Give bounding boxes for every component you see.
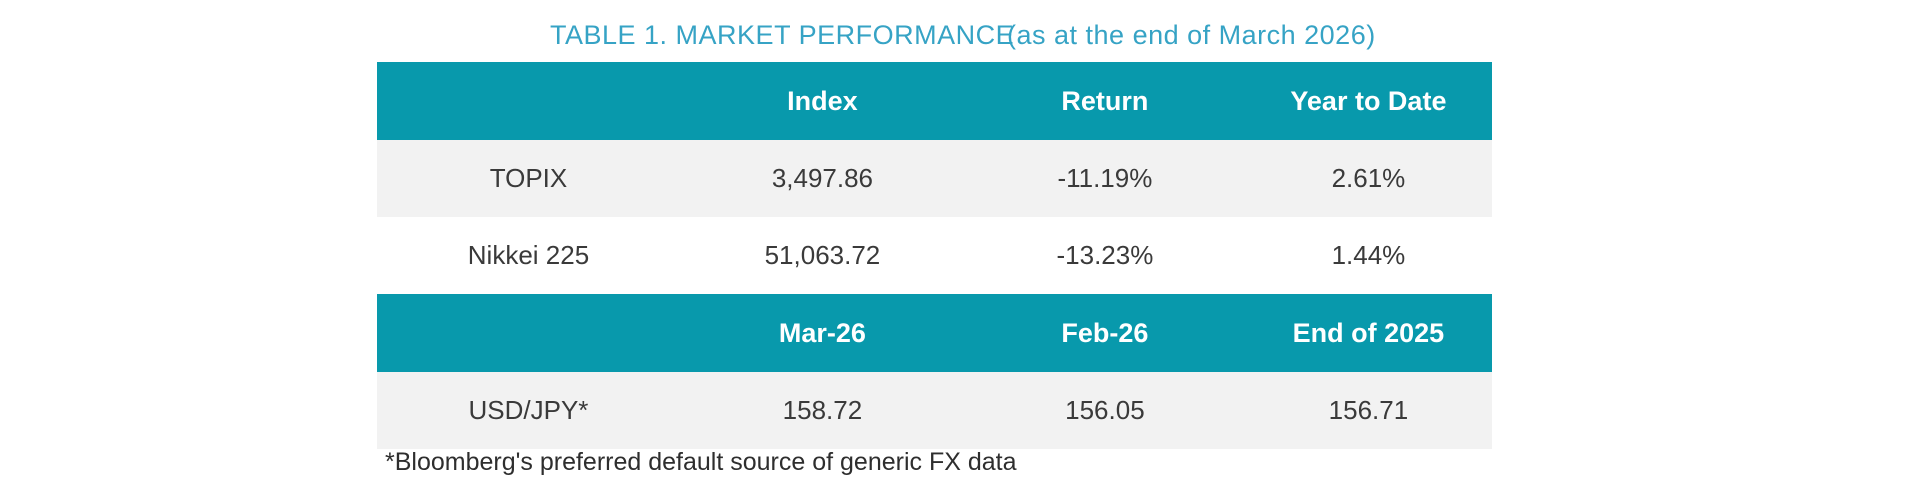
usdjpy-end-2025-value: 156.71 xyxy=(1328,395,1409,425)
column-header-year-to-date: Year to Date xyxy=(1290,85,1447,116)
column-header-end-of-2025: End of 2025 xyxy=(1292,317,1445,348)
column-header-mar-26: Mar-26 xyxy=(778,317,866,348)
column-header-index: Index xyxy=(787,85,858,116)
topix-return-value: -11.19% xyxy=(1057,163,1153,193)
row-label-usd-jpy: USD/JPY* xyxy=(468,395,589,425)
column-header-return: Return xyxy=(1061,85,1149,116)
header-row-index-section: Index Return Year to Date xyxy=(377,62,1492,140)
topix-ytd-value: 2.61% xyxy=(1331,163,1406,193)
nikkei-ytd-value: 1.44% xyxy=(1331,240,1406,270)
table-row-nikkei-225: Nikkei 225 51,063.72 -13.23% 1.44% xyxy=(377,217,1492,294)
table-title-date: (as at the end of March 2026) xyxy=(1007,20,1376,50)
header-row-fx-section: Mar-26 Feb-26 End of 2025 xyxy=(377,294,1492,372)
nikkei-index-value: 51,063.72 xyxy=(764,240,881,270)
footnote-bloomberg-fx-source: *Bloomberg's preferred default source of… xyxy=(385,448,1017,476)
usdjpy-mar-26-value: 158.72 xyxy=(782,395,863,425)
table-row-topix: TOPIX 3,497.86 -11.19% 2.61% xyxy=(377,140,1492,217)
column-header-feb-26: Feb-26 xyxy=(1061,317,1149,348)
market-performance-table: Index Return Year to Date TOPIX 3,497.86… xyxy=(377,62,1492,449)
row-label-nikkei-225: Nikkei 225 xyxy=(467,240,590,270)
nikkei-return-value: -13.23% xyxy=(1056,240,1154,270)
topix-index-value: 3,497.86 xyxy=(771,163,874,193)
header-cell-blank-1 xyxy=(377,62,680,140)
header-cell-blank-2 xyxy=(377,294,680,372)
table-title: TABLE 1. MARKET PERFORMANCE xyxy=(550,20,1015,50)
table-row-usd-jpy: USD/JPY* 158.72 156.05 156.71 xyxy=(377,372,1492,449)
usdjpy-feb-26-value: 156.05 xyxy=(1065,395,1145,425)
row-label-topix: TOPIX xyxy=(489,163,568,193)
